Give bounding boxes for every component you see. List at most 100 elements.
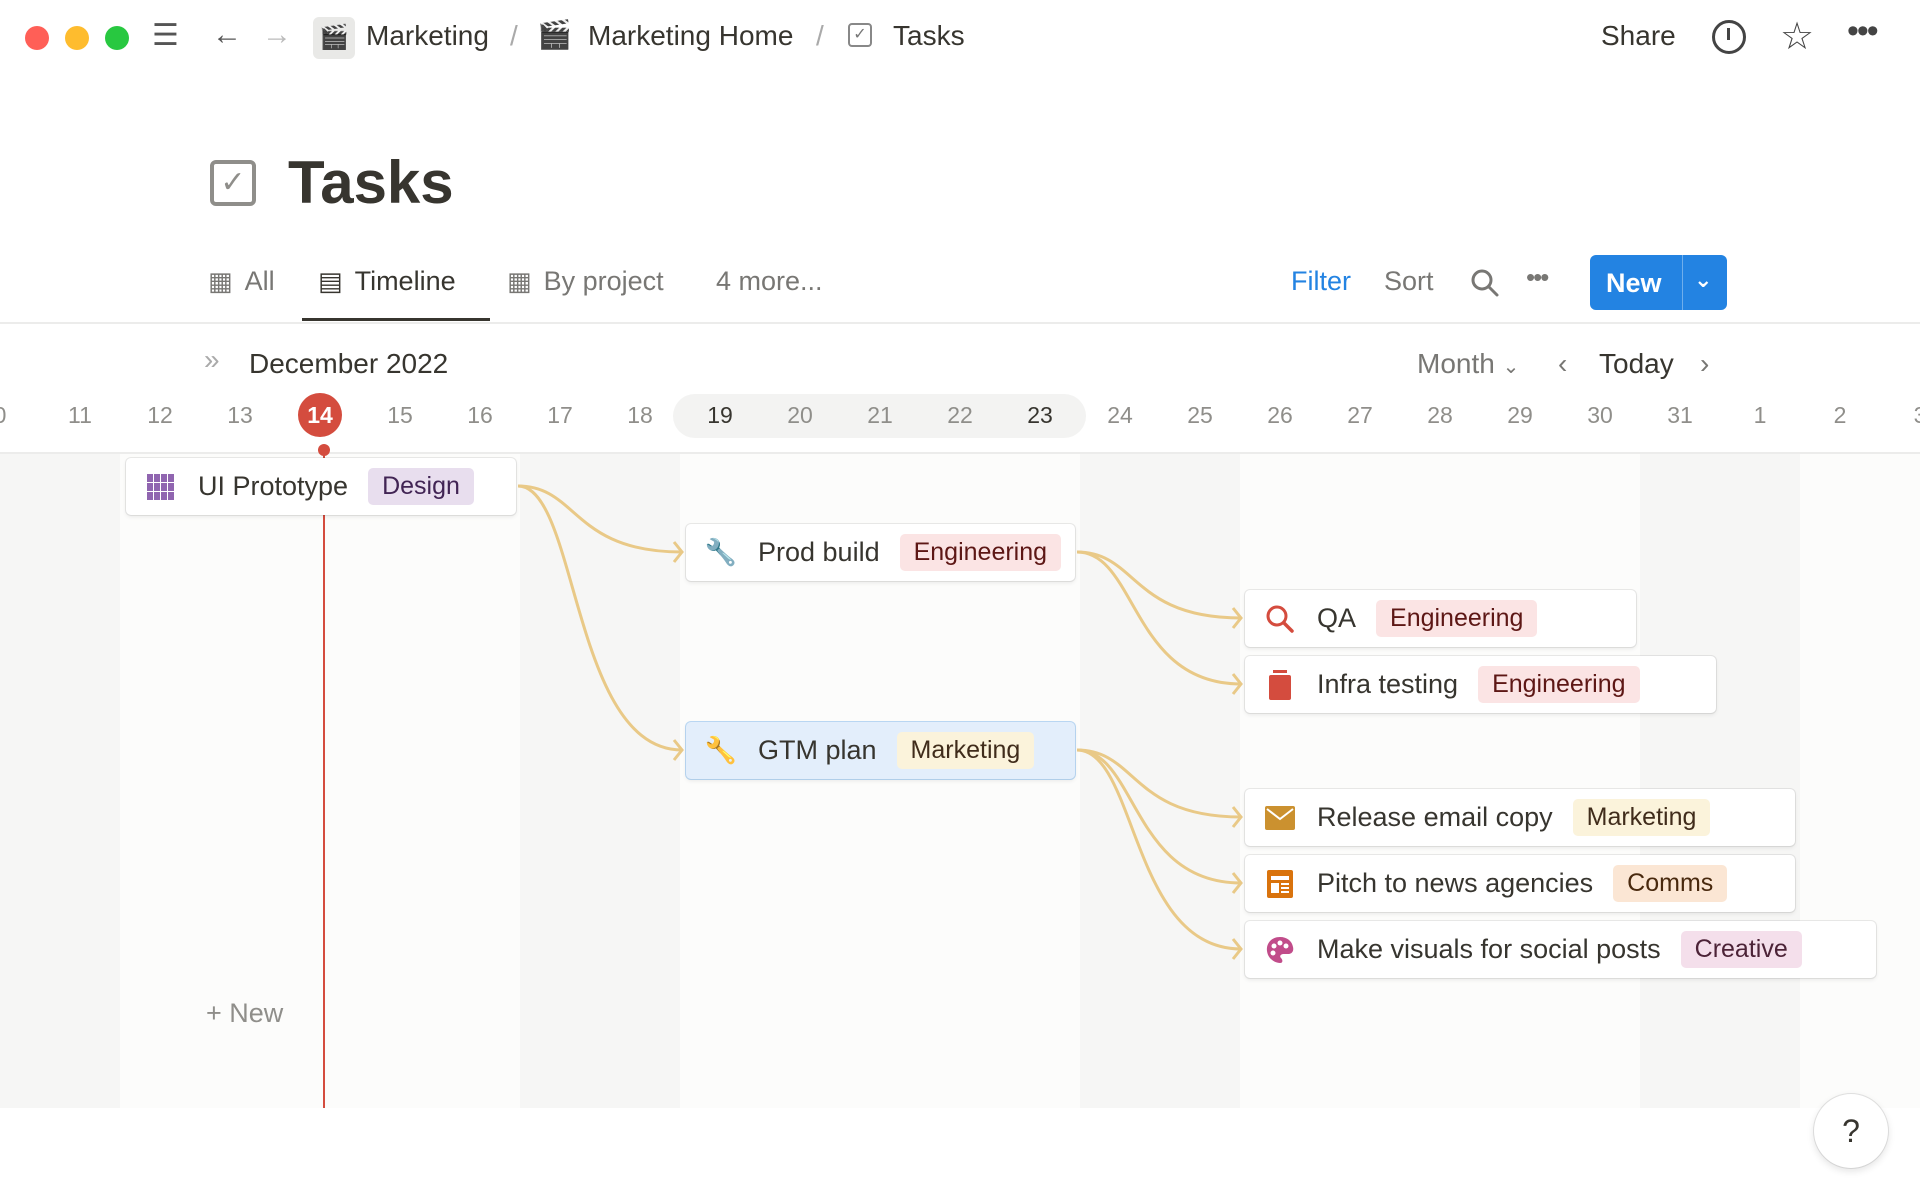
task-card[interactable]: Make visuals for social posts Creative <box>1245 921 1876 978</box>
weekend-column <box>520 454 680 1108</box>
breadcrumb-separator: / <box>510 20 518 51</box>
task-card[interactable]: UI Prototype Design <box>126 458 516 515</box>
minimize-window-button[interactable] <box>65 26 89 50</box>
day-label: 21 <box>867 402 893 428</box>
add-new-task-button[interactable]: + New <box>206 998 283 1029</box>
active-tab-underline <box>302 318 490 321</box>
sort-button[interactable]: Sort <box>1384 266 1434 296</box>
day-label: 30 <box>1587 402 1613 428</box>
day-label: 19 <box>707 402 733 428</box>
newspaper-icon <box>1265 869 1295 899</box>
previous-period-icon[interactable]: ‹ <box>1558 348 1568 379</box>
filter-button[interactable]: Filter <box>1291 266 1351 296</box>
new-button[interactable]: New ⌄ <box>1590 255 1727 310</box>
expand-sidebar-icon[interactable]: » <box>204 344 220 375</box>
today-button[interactable]: Today <box>1599 348 1674 379</box>
task-card[interactable]: Pitch to news agencies Comms <box>1245 855 1795 912</box>
task-name: Make visuals for social posts <box>1317 934 1661 964</box>
task-tag: Engineering <box>899 534 1062 571</box>
day-label: 12 <box>147 402 173 428</box>
day-label: 17 <box>547 402 573 428</box>
table-icon: ▦ <box>208 266 233 296</box>
magnifier-icon <box>1265 604 1295 634</box>
task-name: Prod build <box>758 537 880 567</box>
task-name: QA <box>1317 603 1357 633</box>
day-label: 13 <box>227 402 253 428</box>
next-period-icon[interactable]: › <box>1700 348 1710 379</box>
weekend-column <box>1640 454 1800 1108</box>
tab-label: Timeline <box>354 266 456 296</box>
tab-timeline[interactable]: ▤ Timeline <box>318 266 456 297</box>
weekend-column <box>0 454 120 1108</box>
breadcrumb-tasks[interactable]: Tasks <box>893 20 965 51</box>
day-header: 0111213141516171819202122232425262728293… <box>0 390 1920 450</box>
back-arrow-icon[interactable]: ← <box>212 18 242 51</box>
forward-arrow-icon[interactable]: → <box>262 18 292 51</box>
tab-by-project[interactable]: ▦ By project <box>507 266 664 297</box>
task-name: UI Prototype <box>198 471 349 501</box>
sidebar-menu-icon[interactable]: ☰ <box>152 19 179 52</box>
day-label: 20 <box>787 402 813 428</box>
day-label: 25 <box>1187 402 1213 428</box>
envelope-icon <box>1265 803 1295 833</box>
top-bar: ☰ ← → 🎬 Marketing / 🎬 Marketing Home / ✓… <box>0 0 1920 76</box>
day-label: 15 <box>387 402 413 428</box>
task-name: Infra testing <box>1317 669 1459 699</box>
plus-icon: + <box>206 998 222 1028</box>
wrench-icon: 🔧 <box>704 537 738 567</box>
checkbox-icon: ✓ <box>848 23 872 47</box>
close-window-button[interactable] <box>25 26 49 50</box>
star-icon[interactable]: ☆ <box>1780 16 1815 58</box>
more-view-options-icon[interactable]: ••• <box>1526 262 1549 292</box>
task-card[interactable]: Release email copy Marketing <box>1245 789 1795 846</box>
clapper-board-icon: 🎬 <box>537 19 572 50</box>
task-card[interactable]: QA Engineering <box>1245 590 1636 647</box>
database-icon <box>1265 669 1295 700</box>
day-label: 2 <box>1833 402 1847 428</box>
day-label: 23 <box>1027 402 1053 428</box>
task-card[interactable]: Infra testing Engineering <box>1245 656 1716 713</box>
grid-icon <box>146 472 176 502</box>
weekend-column <box>1080 454 1240 1108</box>
breadcrumb-separator: / <box>816 20 824 51</box>
scale-select[interactable]: Month ⌄ <box>1417 348 1519 380</box>
task-name: Release email copy <box>1317 802 1553 832</box>
day-label: 0 <box>0 402 30 429</box>
day-label: 16 <box>467 402 493 428</box>
today-marker <box>318 444 330 456</box>
tab-label: By project <box>543 266 664 296</box>
day-label: 31 <box>1667 402 1693 428</box>
task-tag: Creative <box>1680 931 1802 968</box>
task-tag: Engineering <box>1478 666 1640 703</box>
timeline-icon: ▤ <box>318 266 343 296</box>
scale-label: Month <box>1417 348 1495 379</box>
palette-icon <box>1265 935 1295 965</box>
breadcrumb-marketing-home[interactable]: Marketing Home <box>588 20 794 51</box>
page-title: Tasks <box>288 149 454 216</box>
chevron-down-icon[interactable]: ⌄ <box>1694 267 1713 292</box>
task-name: GTM plan <box>758 735 877 765</box>
day-label: 11 <box>68 402 92 428</box>
day-label: 26 <box>1267 402 1293 428</box>
day-label: 28 <box>1427 402 1453 428</box>
help-button[interactable]: ? <box>1814 1094 1888 1168</box>
history-clock-icon[interactable] <box>1712 20 1746 54</box>
task-card[interactable]: 🔧 GTM plan Marketing <box>686 722 1075 779</box>
more-options-icon[interactable]: ••• <box>1847 12 1879 50</box>
tab-more[interactable]: 4 more... <box>716 266 823 297</box>
search-icon[interactable] <box>1470 268 1500 303</box>
day-label: 24 <box>1107 402 1133 428</box>
current-month: December 2022 <box>249 348 449 379</box>
tab-all[interactable]: ▦ All <box>208 266 275 297</box>
today-line <box>323 450 325 1108</box>
day-label: 27 <box>1347 402 1373 428</box>
maximize-window-button[interactable] <box>105 26 129 50</box>
day-label: 22 <box>947 402 973 428</box>
share-button[interactable]: Share <box>1601 20 1676 51</box>
today-day-badge: 14 <box>298 393 342 437</box>
header-divider <box>0 452 1920 454</box>
breadcrumb-marketing[interactable]: Marketing <box>366 20 489 51</box>
task-name: Pitch to news agencies <box>1317 868 1594 898</box>
task-card[interactable]: 🔧 Prod build Engineering <box>686 524 1075 581</box>
button-divider <box>1682 255 1683 310</box>
